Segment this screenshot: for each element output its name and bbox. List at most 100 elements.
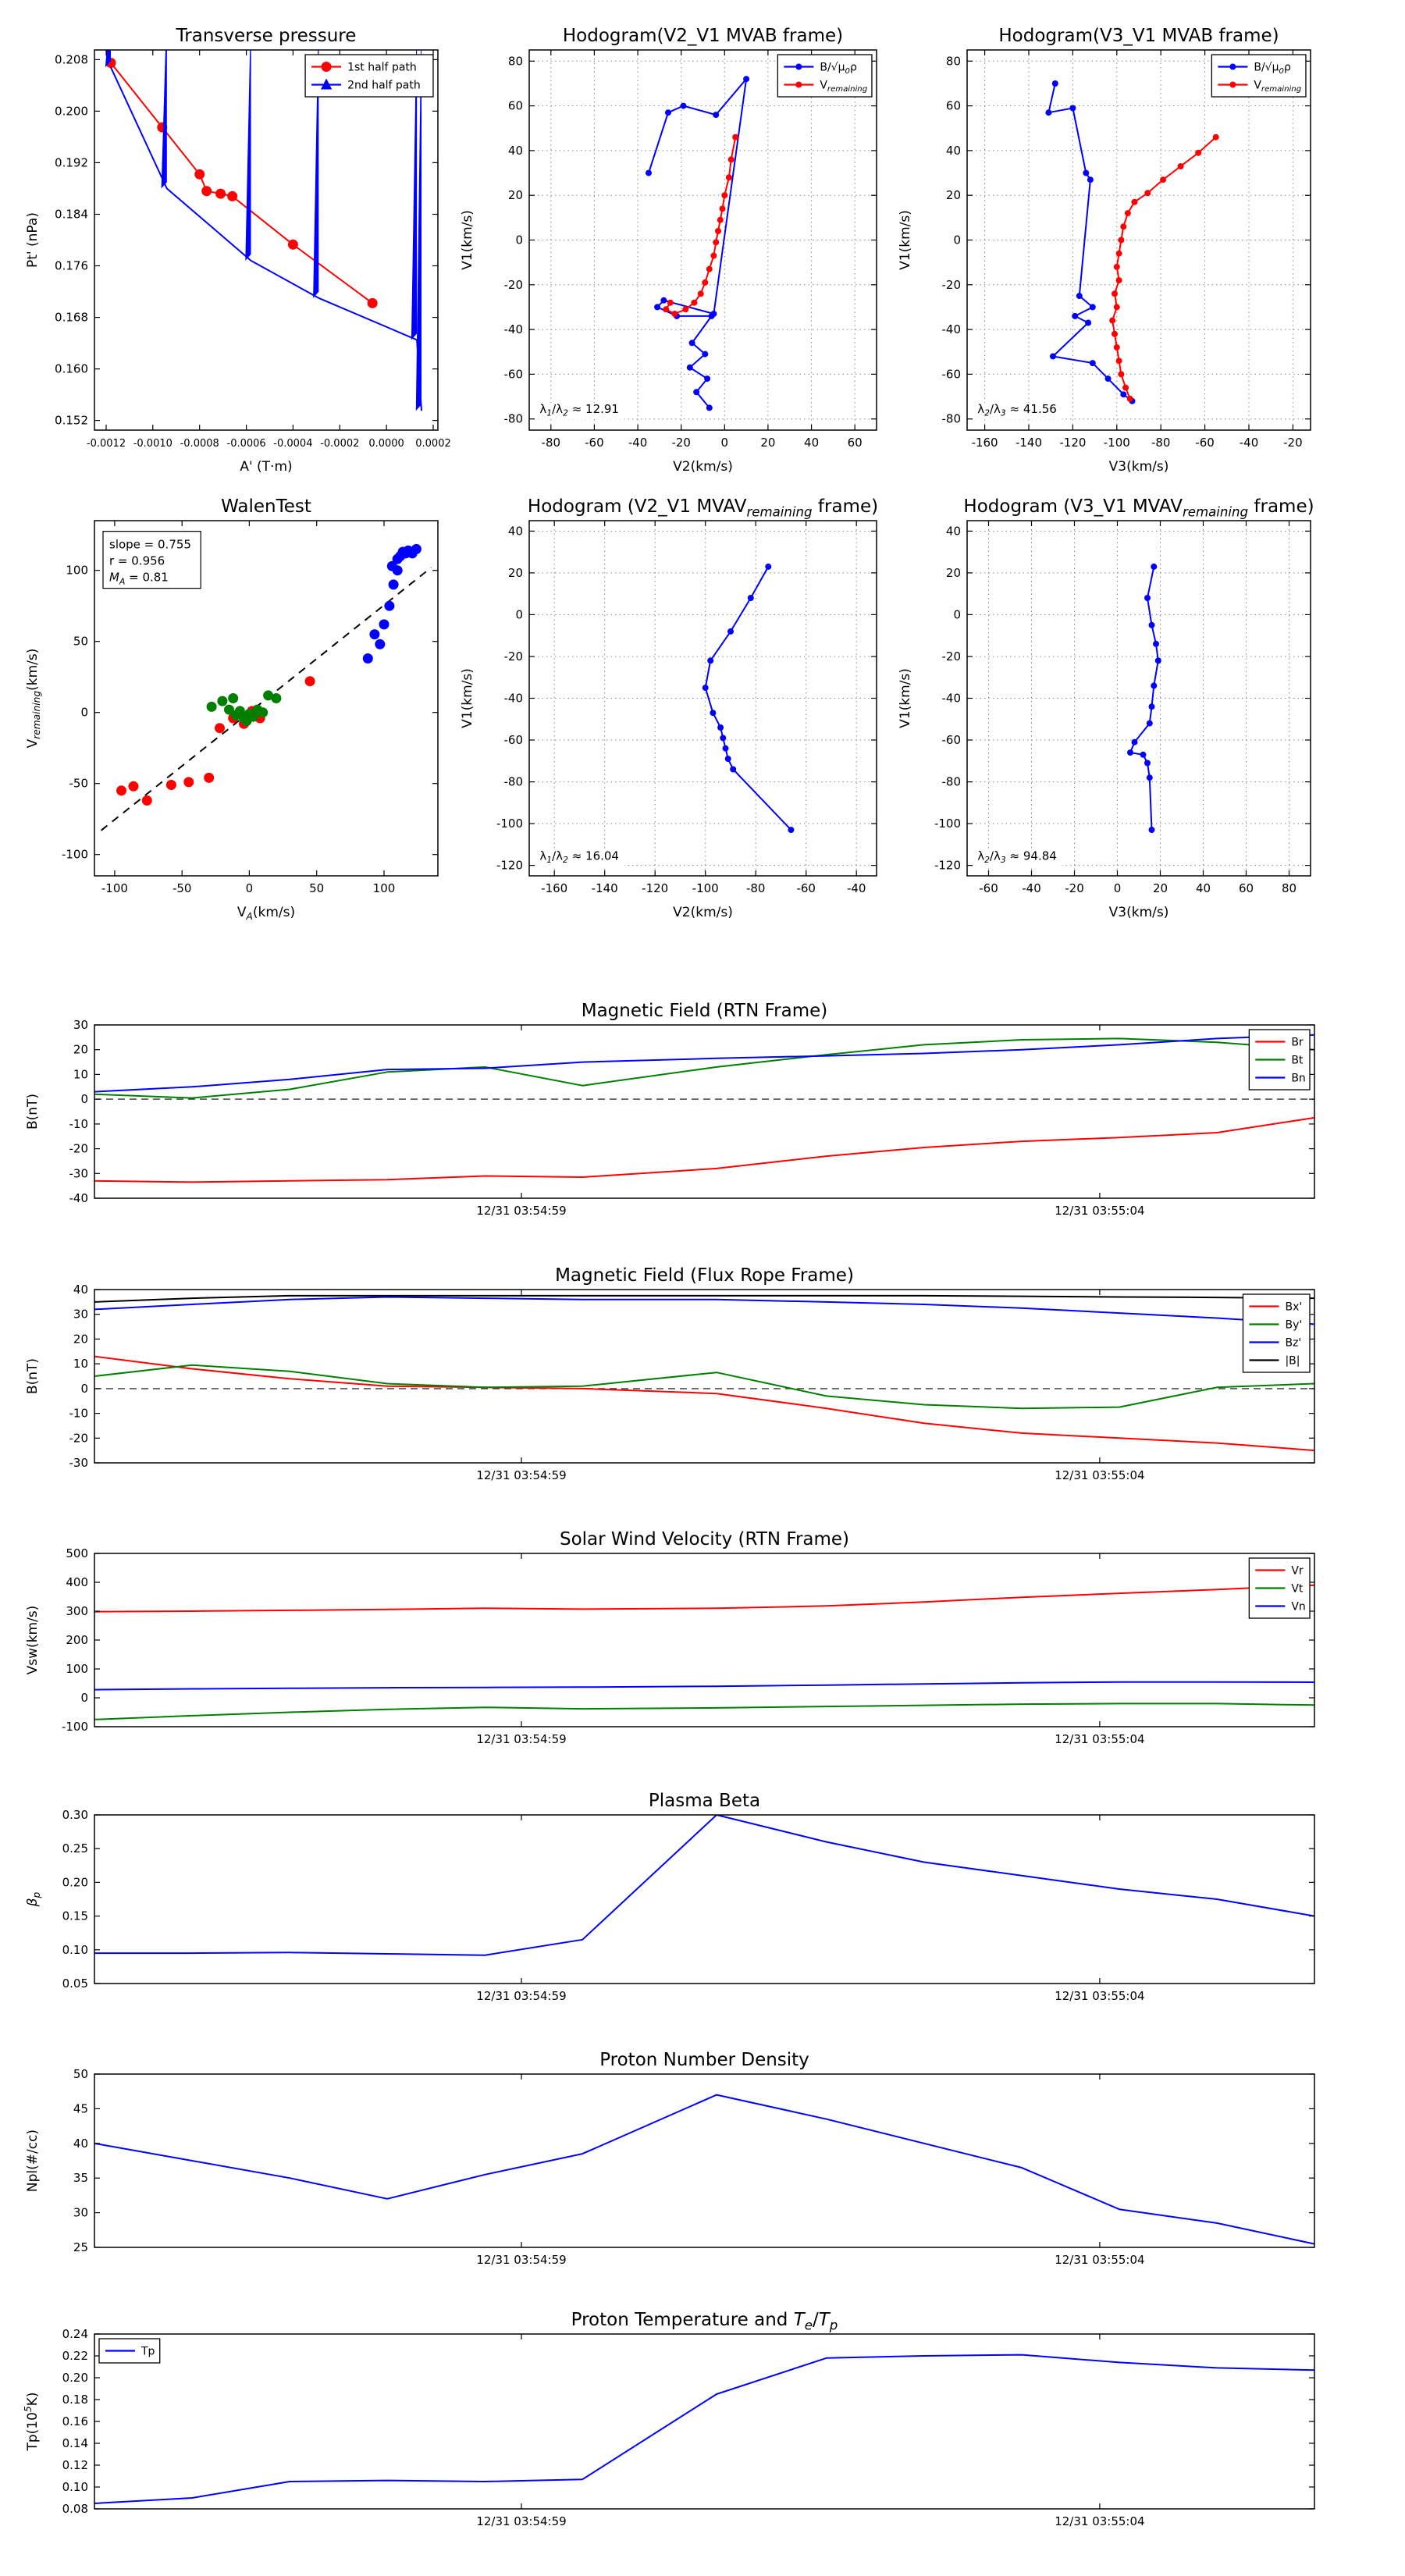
series-group — [1045, 80, 1219, 404]
y-tick-label: 0 — [80, 1092, 88, 1106]
x-tick-label: 12/31 03:54:59 — [476, 1204, 566, 1218]
y-tick-label: -120 — [496, 859, 523, 873]
y-tick-label: 35 — [73, 2171, 88, 2185]
x-axis-label: V2(km/s) — [673, 905, 733, 920]
y-tick-label: 80 — [946, 54, 961, 68]
chart-hodogram-v2v1-mvab: -80 -60 -40 -20 0 20 40 60 -80 -60 -40 -20 0 20 40 60 80… — [460, 26, 877, 475]
y-tick-label: -50 — [69, 777, 89, 791]
y-tick-label: -30 — [69, 1166, 89, 1180]
series-beta-p — [94, 1815, 1314, 1956]
series-By-prime — [94, 1364, 1314, 1410]
legend-label: Tp — [140, 2345, 155, 2357]
series-group — [94, 2354, 1314, 2504]
y-tick-label: 0 — [953, 233, 961, 247]
x-tick-label: 0.0000 — [368, 438, 404, 450]
series-alfven-speed — [1045, 80, 1136, 404]
annotation-bg — [976, 403, 1062, 420]
y-tick-label: 0.10 — [62, 1943, 88, 1957]
legend: Tp — [98, 2338, 161, 2364]
ticks — [94, 1024, 1314, 1199]
x-tick-label: 12/31 03:54:59 — [476, 1732, 566, 1746]
x-tick-label: -100 — [101, 881, 128, 895]
x-tick-label: 12/31 03:55:04 — [1055, 1732, 1144, 1746]
plot-area — [94, 1553, 1314, 1727]
axes-frame — [94, 2073, 1315, 2248]
x-tick-label: 40 — [804, 436, 819, 450]
x-tick-label: -120 — [1059, 436, 1086, 450]
legend-label: Vremaining — [820, 79, 867, 93]
y-axis-label: V1(km/s) — [898, 668, 913, 728]
legend-label: By' — [1285, 1318, 1302, 1331]
y-tick-label: -100 — [934, 817, 961, 831]
series-group — [94, 2094, 1314, 2245]
y-tick-label: 0.18 — [62, 2393, 88, 2407]
series-B-mag — [94, 1294, 1314, 1303]
series-v-remaining — [1109, 133, 1219, 402]
y-tick-label: -80 — [942, 775, 962, 789]
annotation-line: MA = 0.81 — [109, 571, 169, 587]
chart-title: Proton Temperature and Te/Tp — [571, 2310, 838, 2333]
y-tick-label: 0.20 — [62, 1875, 88, 1889]
x-tick-label: -40 — [628, 436, 648, 450]
chart-title: Transverse pressure — [176, 26, 357, 46]
y-tick-label: -10 — [69, 1117, 89, 1131]
legend-label: 1st half path — [347, 61, 417, 73]
x-tick-label: 0.0002 — [415, 438, 451, 450]
y-tick-label: -40 — [942, 322, 962, 336]
chart-title: Plasma Beta — [649, 1791, 760, 1811]
y-tick-label: -100 — [62, 848, 88, 862]
axes-frame — [94, 1289, 1315, 1464]
series-group — [105, 50, 422, 411]
grid — [967, 521, 1311, 876]
y-tick-label: 0.16 — [62, 2414, 88, 2428]
y-tick-label: 0 — [80, 706, 88, 720]
y-axis-label: βp — [25, 1891, 42, 1907]
x-tick-label: -160 — [541, 881, 567, 895]
y-tick-label: 30 — [73, 1018, 88, 1032]
x-axis-label: V3(km/s) — [1109, 459, 1169, 475]
series-Vr — [94, 1584, 1314, 1613]
axes-frame — [94, 520, 439, 877]
y-axis-label: V1(km/s) — [460, 210, 475, 270]
y-tick-label: 0.208 — [55, 52, 88, 66]
y-tick-label: -20 — [942, 278, 962, 292]
y-axis-label: Tp(105K) — [23, 2393, 41, 2452]
y-tick-label: 50 — [73, 635, 88, 649]
chart-walen-test: -100 -50 0 50 100 -100 -50 0 50 100 WalenTest VA(km… — [25, 496, 439, 922]
x-tick-label: 60 — [1239, 881, 1254, 895]
y-tick-label: 0.176 — [55, 259, 88, 273]
y-tick-label: 20 — [508, 566, 523, 580]
y-tick-label: 0.184 — [55, 208, 88, 222]
y-tick-label: -60 — [942, 733, 962, 747]
chart-title: Hodogram (V3_V1 MVAVremaining frame) — [963, 496, 1314, 520]
x-tick-label: -100 — [692, 881, 719, 895]
chart-title: Magnetic Field (Flux Rope Frame) — [555, 1265, 854, 1286]
x-axis-label: V2(km/s) — [673, 459, 733, 475]
ticks — [529, 50, 877, 430]
x-tick-label: -100 — [1104, 436, 1130, 450]
y-tick-label: -80 — [504, 412, 524, 426]
y-tick-label: 0.168 — [55, 311, 88, 325]
plot-area — [94, 2334, 1314, 2509]
y-tick-label: 50 — [73, 2067, 88, 2081]
chart-transverse-pressure: -0.0012 -0.0010 -0.0008 -0.0006 -0.0004 -0.00… — [25, 26, 451, 475]
x-tick-label: -20 — [1065, 881, 1084, 895]
chart-hodogram-v3v1-mvav: -60 -40 -20 0 20 40 60 80 -120 -100 -80 -60 -40 -20 0 2… — [898, 496, 1314, 920]
chart-proton-temp: 12/31 03:54:59 12/31 03:55:04 0.08 0.10 0.12… — [23, 2310, 1315, 2528]
x-tick-label: -160 — [972, 436, 998, 450]
chart-title: Magnetic Field (RTN Frame) — [582, 1001, 828, 1021]
x-tick-label: -40 — [1240, 436, 1259, 450]
y-tick-label: 100 — [66, 564, 88, 578]
plot-area — [94, 1025, 1314, 1198]
annotation: λ1/λ2 ≈ 16.04 — [539, 849, 619, 866]
x-tick-label: -0.0002 — [320, 438, 359, 450]
x-tick-label: 50 — [309, 881, 324, 895]
annotation-bg — [538, 403, 624, 420]
legend: Vr Vt Vn — [1248, 1557, 1311, 1619]
x-tick-label: 20 — [1153, 881, 1168, 895]
x-tick-label: -0.0006 — [227, 438, 266, 450]
x-tick-label: 20 — [760, 436, 775, 450]
series-Tp — [94, 2354, 1314, 2504]
legend: Br Bt Bn — [1248, 1029, 1311, 1091]
series-Npl — [94, 2094, 1314, 2245]
